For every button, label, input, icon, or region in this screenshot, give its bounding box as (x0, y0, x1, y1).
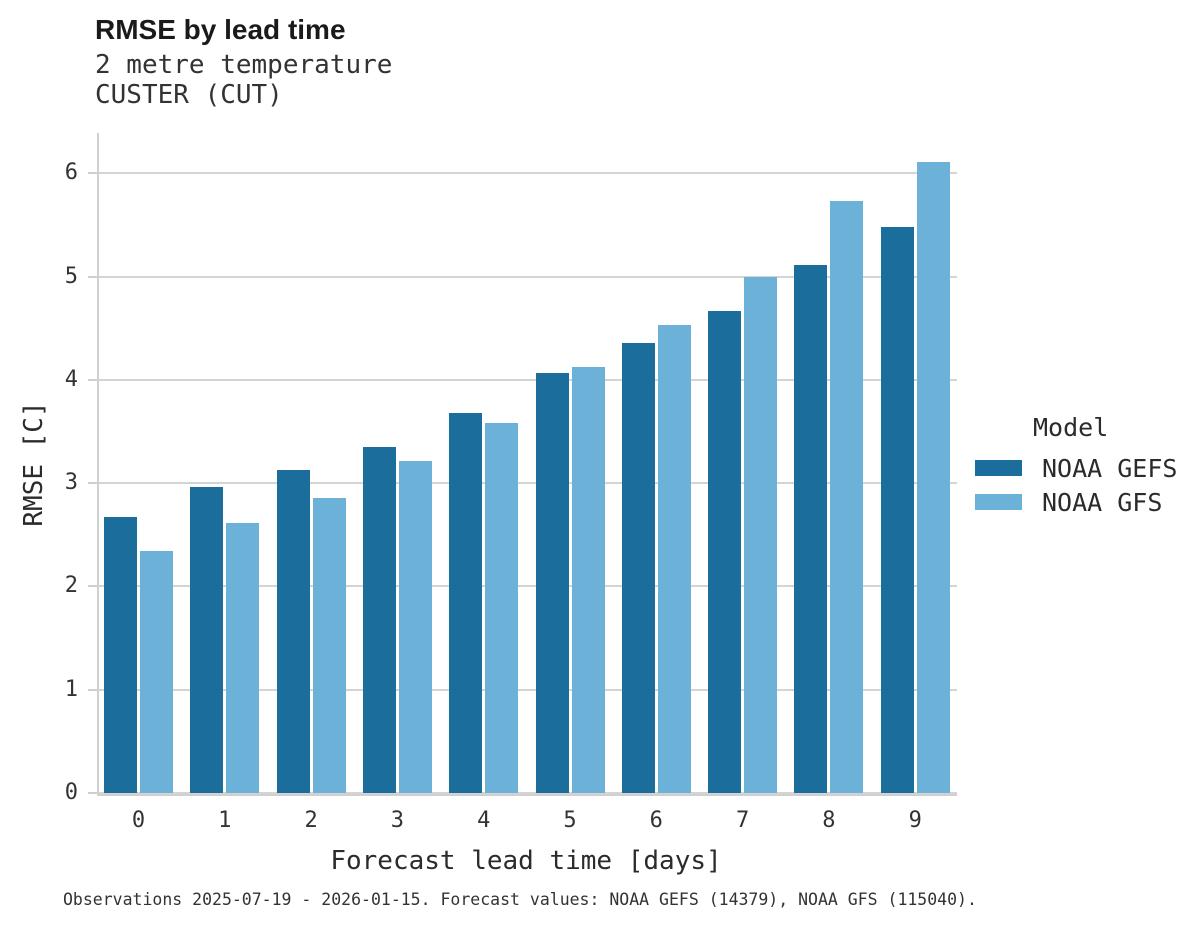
x-tick-label: 2 (304, 808, 318, 833)
x-axis-title: Forecast lead time [days] (330, 846, 722, 876)
y-tick-label: 6 (64, 160, 78, 186)
bar-noaa-gefs-day-8 (794, 265, 828, 793)
x-tick-label: 1 (218, 808, 232, 833)
y-tick-mark (88, 585, 97, 588)
legend-swatch (975, 494, 1022, 510)
bar-noaa-gefs-day-1 (190, 487, 224, 793)
gridline (99, 688, 957, 691)
legend-item: NOAA GEFS (975, 453, 1190, 483)
y-tick-mark (88, 378, 97, 381)
y-tick-label: 1 (64, 676, 78, 702)
bar-noaa-gfs-day-4 (485, 423, 519, 793)
x-tick-label: 9 (908, 808, 922, 833)
chart-subtitle-station: CUSTER (CUT) (95, 80, 283, 110)
y-tick-label: 5 (64, 263, 78, 289)
chart-title: RMSE by lead time (95, 14, 346, 45)
bar-noaa-gfs-day-5 (571, 367, 605, 793)
bar-noaa-gfs-day-0 (140, 551, 173, 793)
legend-item-label: NOAA GFS (1042, 487, 1163, 517)
x-tick-label: 0 (131, 808, 146, 833)
legend: Model NOAA GEFS NOAA GFS (975, 413, 1190, 517)
y-tick-label: 4 (64, 366, 78, 392)
gridline (99, 378, 957, 381)
y-tick-mark (88, 172, 97, 175)
bar-noaa-gefs-day-6 (621, 342, 655, 793)
x-tick-label: 3 (390, 808, 405, 833)
bar-noaa-gefs-day-2 (276, 469, 310, 793)
bar-noaa-gefs-day-0 (104, 517, 137, 793)
bar-noaa-gfs-day-2 (312, 497, 346, 793)
y-tick-label: 3 (64, 470, 78, 496)
bar-noaa-gefs-day-3 (362, 447, 396, 793)
y-tick-mark (88, 275, 97, 278)
y-axis-title: RMSE [C] (19, 401, 49, 527)
bar-noaa-gfs-day-3 (398, 461, 432, 793)
legend-item: NOAA GFS (975, 487, 1190, 517)
bar-noaa-gefs-day-5 (535, 372, 569, 793)
legend-swatch (975, 460, 1022, 476)
bar-noaa-gfs-day-1 (226, 523, 260, 793)
y-tick-label: 0 (64, 780, 78, 805)
x-tick-label: 8 (822, 808, 836, 833)
x-tick-label: 6 (649, 808, 663, 833)
bar-noaa-gfs-day-9 (916, 161, 950, 793)
y-tick-mark (88, 688, 97, 691)
y-tick-label: 2 (64, 573, 78, 599)
gridline (99, 172, 957, 175)
gridline (99, 585, 957, 588)
gridline (99, 275, 957, 278)
y-tick-mark (88, 792, 97, 794)
x-tick-label: 5 (563, 808, 577, 833)
bar-noaa-gefs-day-9 (880, 227, 914, 793)
legend-title: Model (1033, 413, 1109, 442)
bar-noaa-gfs-day-6 (657, 325, 691, 793)
gridline (99, 482, 957, 485)
legend-item-label: NOAA GEFS (1042, 453, 1178, 483)
bar-noaa-gfs-day-7 (744, 276, 778, 793)
footnote: Observations 2025-07-19 - 2026-01-15. Fo… (63, 890, 977, 909)
plot-area: 0 1 2 3 4 5 6 0 1 2 3 4 5 6 7 8 9 (65, 133, 957, 833)
y-tick-mark (88, 482, 97, 485)
gridline (99, 792, 957, 794)
x-tick-label: 7 (735, 808, 750, 833)
bar-noaa-gefs-day-4 (449, 412, 483, 793)
chart-subtitle-variable: 2 metre temperature (95, 50, 393, 80)
legend-items: NOAA GEFS NOAA GFS (975, 453, 1190, 517)
bar-noaa-gefs-day-7 (708, 310, 742, 793)
x-tick-label: 4 (477, 808, 491, 833)
bar-noaa-gfs-day-8 (830, 201, 864, 793)
